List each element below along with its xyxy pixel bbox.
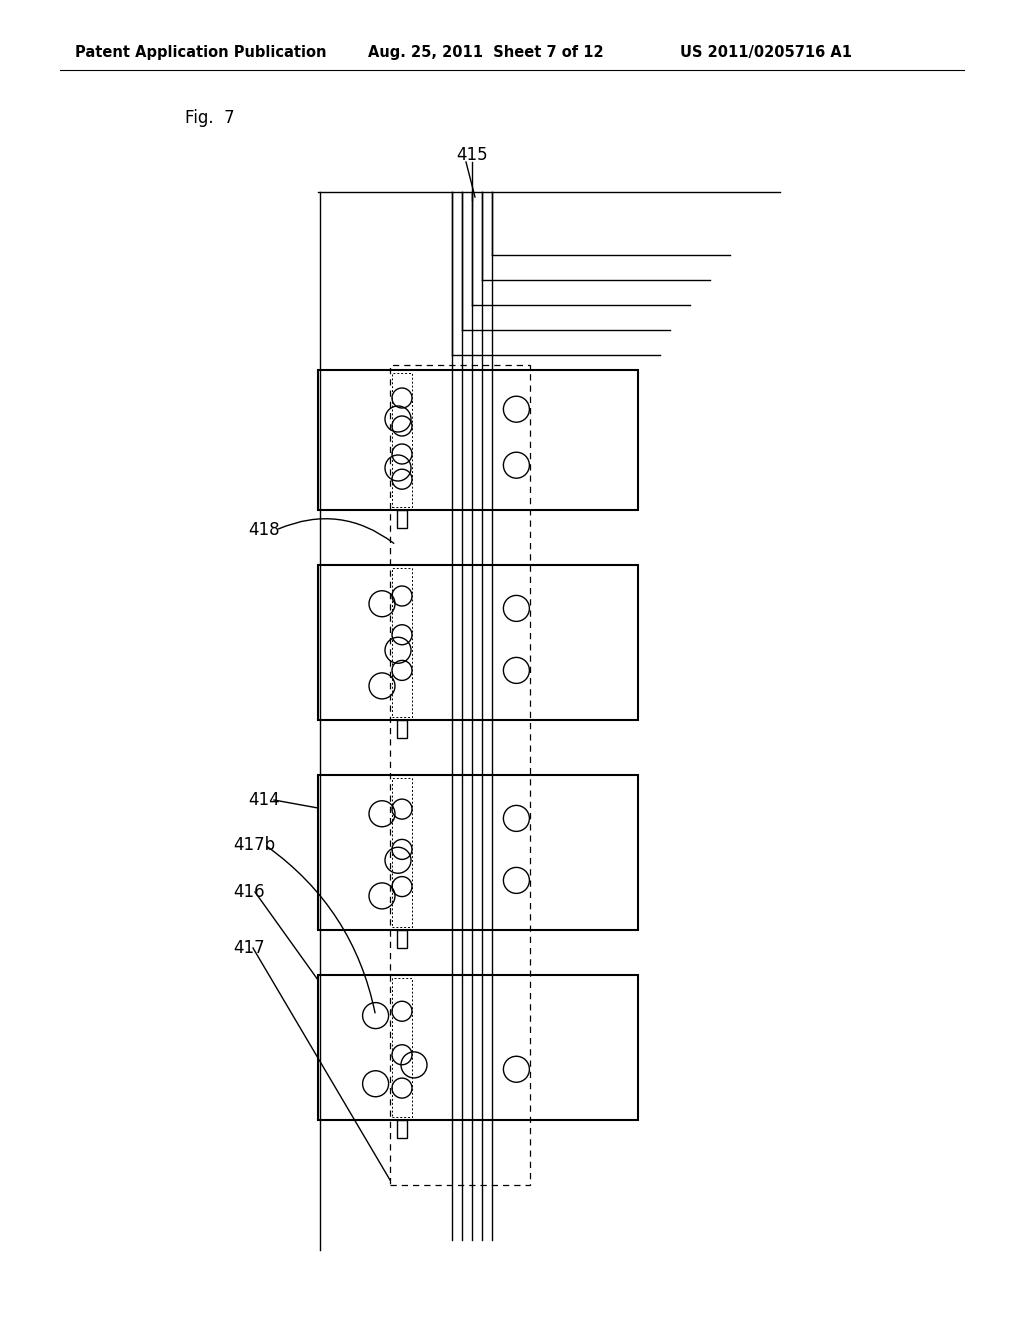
Bar xyxy=(318,565,638,719)
Bar xyxy=(397,931,407,948)
Text: 417: 417 xyxy=(233,939,264,957)
Text: 414: 414 xyxy=(248,791,280,809)
Text: 416: 416 xyxy=(233,883,264,902)
Text: Fig.  7: Fig. 7 xyxy=(185,110,234,127)
Bar xyxy=(392,777,412,927)
Text: 415: 415 xyxy=(456,147,487,164)
Bar xyxy=(318,975,638,1119)
Bar xyxy=(318,370,638,510)
Bar xyxy=(392,374,412,507)
Bar xyxy=(390,366,530,1185)
Bar xyxy=(397,510,407,528)
Text: 417b: 417b xyxy=(233,836,275,854)
Text: Patent Application Publication: Patent Application Publication xyxy=(75,45,327,59)
Text: 418: 418 xyxy=(248,521,280,539)
Bar xyxy=(392,568,412,717)
Bar xyxy=(318,775,638,931)
Text: Aug. 25, 2011  Sheet 7 of 12: Aug. 25, 2011 Sheet 7 of 12 xyxy=(368,45,603,59)
Bar xyxy=(397,1119,407,1138)
Bar xyxy=(397,719,407,738)
Text: US 2011/0205716 A1: US 2011/0205716 A1 xyxy=(680,45,852,59)
Bar xyxy=(392,978,412,1117)
